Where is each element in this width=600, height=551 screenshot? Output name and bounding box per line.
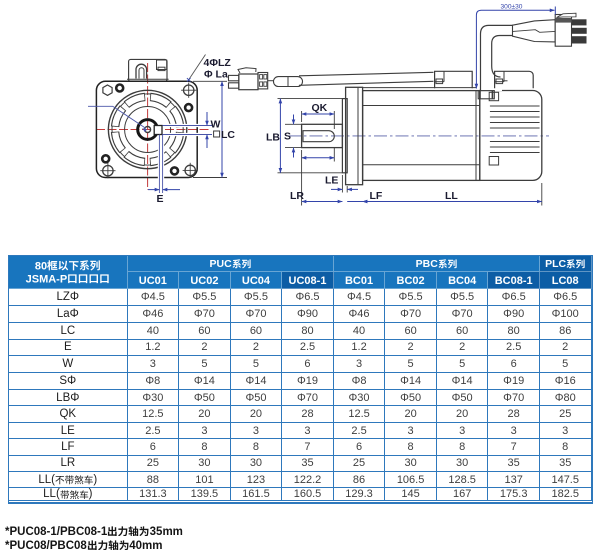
svg-text:W: W [211, 119, 221, 131]
svg-text:LB: LB [266, 132, 280, 144]
svg-text:QK: QK [312, 102, 328, 114]
svg-text:4ΦLZ: 4ΦLZ [204, 57, 232, 69]
svg-text:LF: LF [370, 190, 383, 202]
svg-text:Φ La: Φ La [204, 69, 228, 81]
svg-text:LE: LE [325, 175, 338, 187]
svg-text:LR: LR [290, 190, 304, 202]
svg-text:LL: LL [445, 190, 458, 202]
svg-text:300±30: 300±30 [501, 4, 523, 11]
svg-text:LC: LC [221, 129, 235, 141]
svg-text:E: E [157, 193, 164, 205]
svg-text:S: S [284, 131, 291, 143]
